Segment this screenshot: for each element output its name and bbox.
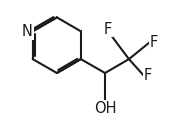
Text: F: F [149,35,158,50]
Text: F: F [144,68,152,83]
Text: N: N [22,24,33,39]
Text: OH: OH [94,101,116,116]
Text: F: F [104,22,112,37]
